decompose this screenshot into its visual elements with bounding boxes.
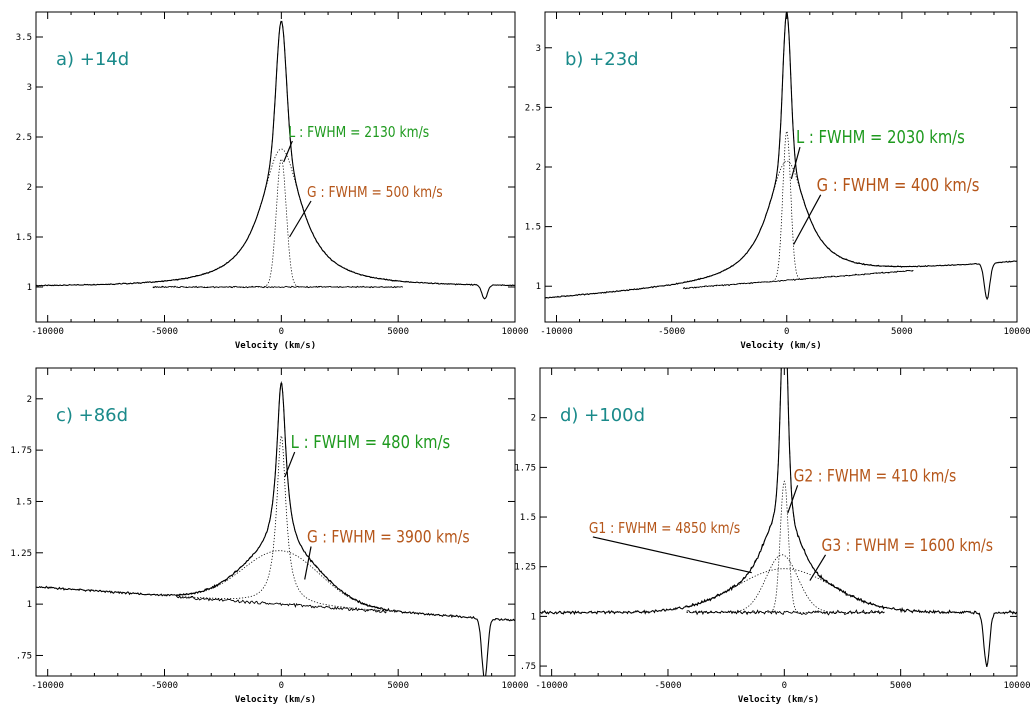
x-axis-title: Velocity (km/s) (740, 340, 821, 351)
y-tick-label: 1.75 (10, 446, 32, 456)
x-tick-label: 5000 (387, 327, 409, 337)
y-tick-label: 2 (27, 183, 32, 193)
x-tick-label: -5000 (658, 327, 685, 337)
panel-b: -10000 -5000 0 5000 10000 1 1.5 2 2.5 3 Velocity (… (525, 11, 1031, 351)
y-tick-label: 1.5 (525, 223, 541, 233)
y-tick-label: 1.5 (16, 497, 32, 507)
x-tick-label: -5000 (151, 327, 178, 337)
y-tick-label: .75 (520, 662, 536, 672)
fit-total (686, 368, 885, 608)
component-1 (176, 434, 387, 612)
x-tick-label: 10000 (501, 327, 528, 337)
x-tick-label: 0 (279, 681, 284, 691)
y-tick-label: 3 (536, 44, 541, 54)
observed-spectrum (545, 12, 1017, 301)
annotation-label: G1 : FWHM = 4850 km/s (589, 520, 740, 537)
y-tick-label: 2 (536, 163, 541, 173)
fit-total (176, 380, 387, 611)
y-tick-label: 1 (536, 282, 541, 292)
y-tick-label: 2 (531, 414, 536, 424)
y-tick-label: 3 (27, 83, 32, 93)
annotation-pointer (283, 140, 293, 163)
curves (36, 380, 515, 676)
annotation-pointer (787, 485, 799, 514)
x-tick-label: 10000 (501, 681, 528, 691)
component-3 (686, 554, 885, 613)
panel-tag: d) +100d (560, 405, 645, 426)
y-tick-label: 1 (27, 283, 32, 293)
panel-tag: b) +23d (565, 49, 639, 70)
component-2 (176, 550, 387, 611)
y-tick-label: 1.5 (16, 233, 32, 243)
annotation-label: L : FWHM = 2130 km/s (288, 124, 429, 141)
component-1 (683, 160, 914, 283)
annotation-pointer (304, 546, 312, 580)
curves (540, 368, 1017, 668)
component-2 (152, 158, 403, 288)
x-tick-label: -5000 (654, 681, 681, 691)
annotation-label: G : FWHM = 3900 km/s (307, 527, 470, 547)
plot-frame (35, 11, 516, 323)
x-tick-label: -10000 (540, 327, 573, 337)
annotation-label: L : FWHM = 480 km/s (291, 432, 450, 453)
x-tick-label: -10000 (31, 327, 64, 337)
fit-baseline (682, 269, 914, 290)
annotation-pointer (284, 451, 296, 478)
y-tick-label: 2.5 (525, 103, 541, 113)
plot-frame (35, 367, 516, 677)
annotation-pointer (592, 536, 752, 574)
annotation-pointer (809, 554, 827, 581)
annotation-label: G : FWHM = 400 km/s (817, 174, 980, 195)
panel-c: -10000 -5000 0 5000 10000 .75 1 1.25 1.5 1.75 2 Vel… (10, 367, 529, 705)
y-tick-label: 3.5 (16, 33, 32, 43)
y-tick-label: 2 (27, 395, 32, 405)
y-tick-label: 1.75 (514, 463, 536, 473)
plot-frame (539, 367, 1018, 677)
annotation-pointer (793, 194, 822, 245)
panel-a: -10000 -5000 0 5000 10000 1 1.5 2 2.5 3 3.5 Velocit… (16, 11, 529, 351)
annotation-label: G2 : FWHM = 410 km/s (794, 466, 957, 486)
x-tick-label: -5000 (151, 681, 178, 691)
y-tick-label: 1.25 (10, 549, 32, 559)
x-axis-title: Velocity (km/s) (235, 694, 316, 705)
x-tick-label: 5000 (890, 681, 912, 691)
x-tick-label: 5000 (387, 681, 409, 691)
component-1 (686, 568, 885, 608)
x-tick-label: 10000 (1003, 327, 1030, 337)
y-tick-label: 1 (27, 600, 32, 610)
y-tick-label: 2.5 (16, 133, 32, 143)
panel-tag: c) +86d (56, 405, 128, 426)
x-tick-label: 0 (784, 327, 789, 337)
y-tick-label: 1.25 (514, 563, 536, 573)
curves (545, 12, 1017, 301)
x-tick-label: 5000 (891, 327, 913, 337)
y-tick-label: 1 (531, 612, 536, 622)
y-tick-label: 1.5 (520, 513, 536, 523)
x-tick-label: 10000 (1003, 681, 1030, 691)
panel-d: -10000 -5000 0 5000 10000 .75 1 1.25 1.5 1.75 2 Vel… (514, 367, 1031, 705)
x-tick-label: 0 (279, 327, 284, 337)
panel-tag: a) +14d (56, 49, 129, 70)
x-axis-title: Velocity (km/s) (235, 340, 316, 351)
fit-baseline (152, 285, 404, 289)
curves (36, 20, 515, 300)
annotation-label: L : FWHM = 2030 km/s (796, 127, 965, 148)
x-tick-label: 0 (782, 681, 787, 691)
component-1 (152, 148, 403, 283)
fit-baseline (175, 594, 387, 614)
y-tick-label: .75 (16, 651, 32, 661)
x-axis-title: Velocity (km/s) (738, 694, 819, 705)
annotation-pointer (790, 146, 801, 180)
annotation-label: G3 : FWHM = 1600 km/s (822, 536, 993, 556)
x-tick-label: -10000 (31, 681, 64, 691)
x-tick-label: -10000 (535, 681, 568, 691)
annotation-pointer (289, 200, 312, 238)
annotation-label: G : FWHM = 500 km/s (307, 184, 443, 201)
